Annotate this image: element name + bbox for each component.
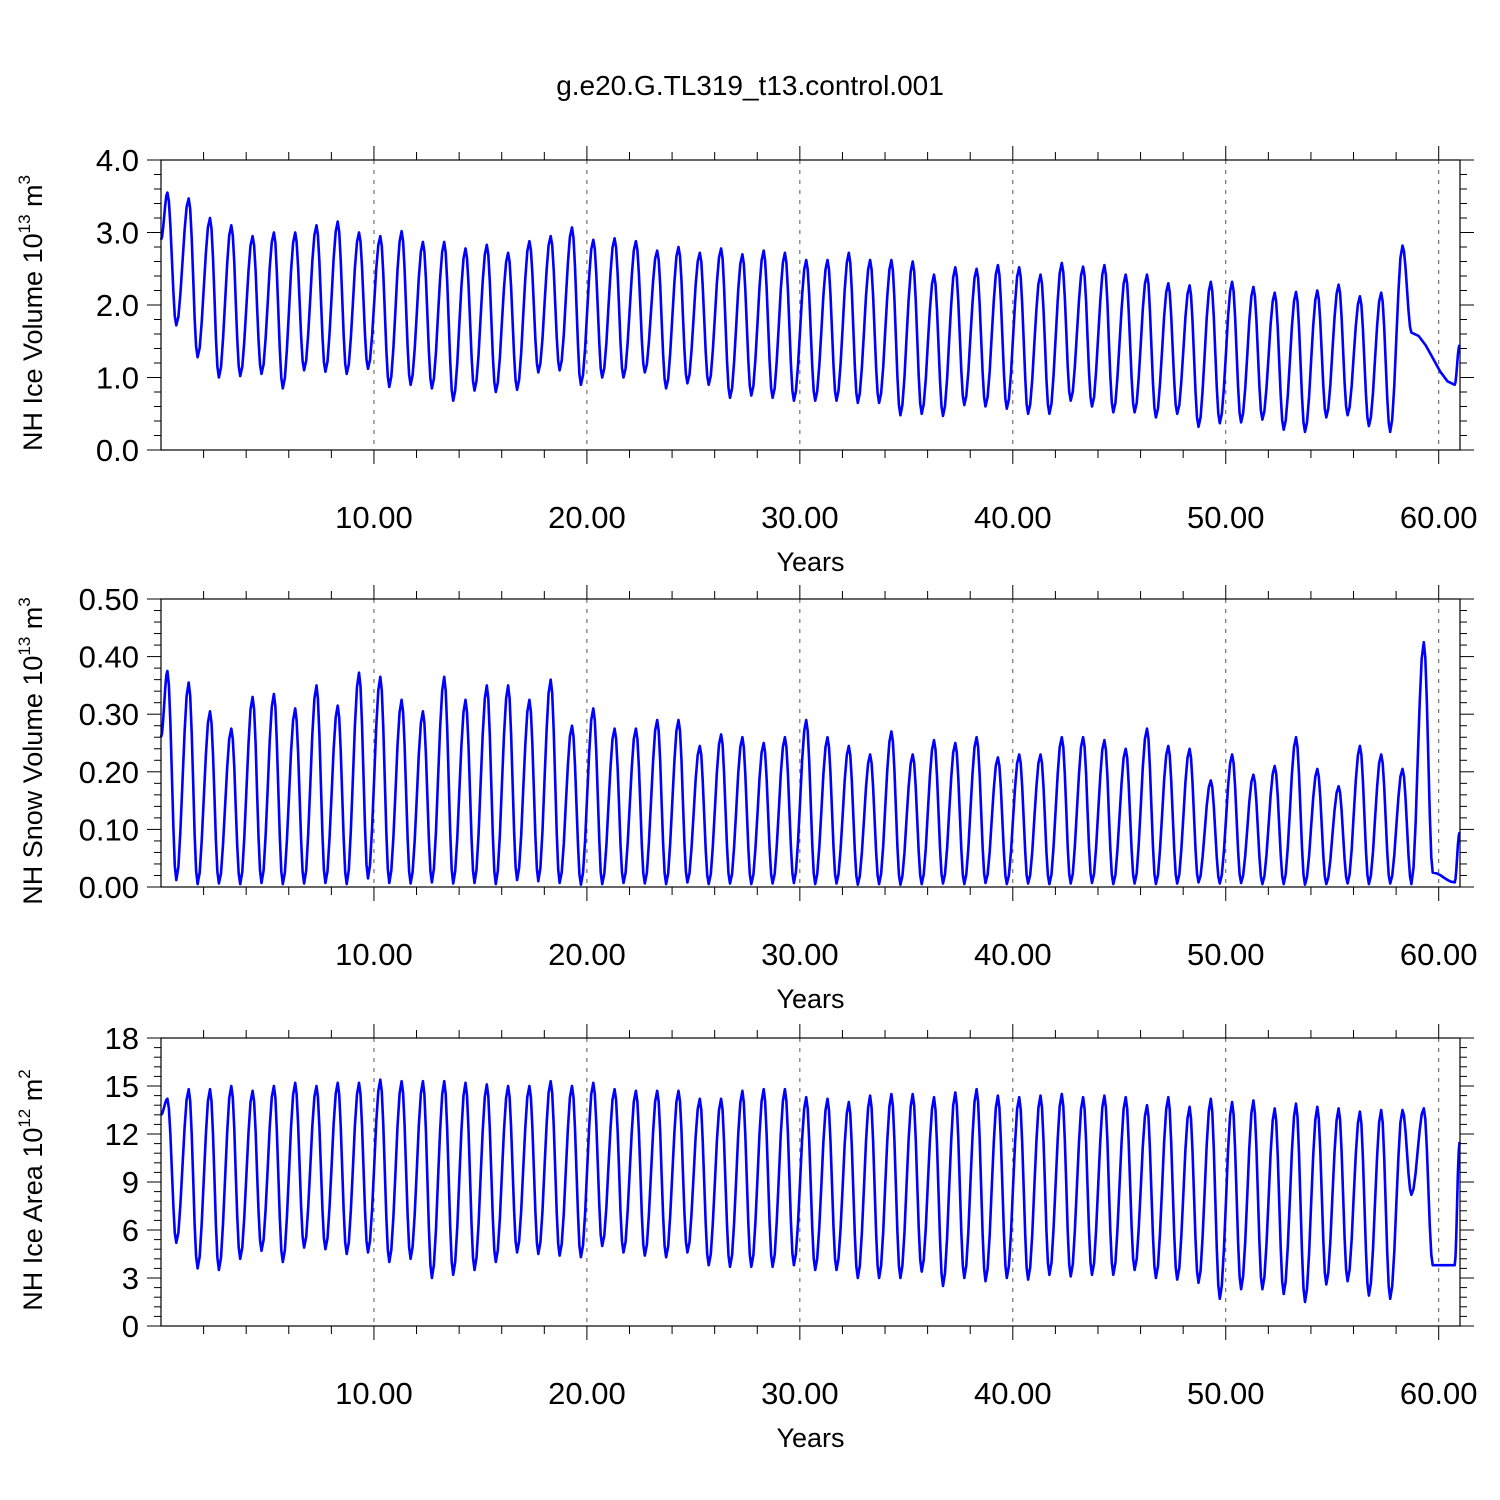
y-axis-title-prefix: NH Snow Volume 10 (18, 656, 48, 905)
y-axis-title-unit: m (18, 184, 48, 214)
y-tick-label: 3 (122, 1261, 139, 1296)
ice-area-panel: 0 3 6 9 12 15 18 10.00 20.00 30.00 40.00 50.00 60.00… (15, 1021, 1477, 1453)
x-tick-label: 20.00 (548, 1376, 626, 1411)
x-tick-label: 30.00 (761, 937, 839, 972)
y-tick-label: 15 (105, 1069, 139, 1104)
ice-volume-panel: 0.0 1.0 2.0 3.0 4.0 10.00 20.00 30.00 40.00 50.00… (15, 143, 1477, 577)
x-axis-title: Years (776, 984, 844, 1014)
y-axis-title-exp: 13 (15, 637, 34, 656)
x-tick-label: 40.00 (974, 937, 1052, 972)
y-tick-label: 12 (105, 1117, 139, 1152)
y-tick-label: 6 (122, 1213, 139, 1248)
y-tick-label: 0.00 (79, 870, 139, 905)
snow-volume-panel: 0.00 0.10 0.20 0.30 0.40 0.50 10.00 20.00 30.00 4… (15, 582, 1477, 1014)
y-axis-title-exp: 13 (15, 214, 34, 233)
y-axis-title-unit: m (18, 1079, 48, 1109)
y-tick-label: 9 (122, 1165, 139, 1200)
y-axis-title-unit-exp: 3 (15, 597, 34, 606)
y-tick-label: 0.0 (96, 433, 139, 468)
x-tick-label: 60.00 (1400, 937, 1478, 972)
y-axis-title-prefix: NH Ice Area 10 (18, 1128, 48, 1311)
x-axis-title: Years (776, 1423, 844, 1453)
y-tick-label: 0 (122, 1309, 139, 1344)
x-tick-label: 10.00 (335, 500, 413, 535)
x-tick-label: 40.00 (974, 500, 1052, 535)
y-axis-title-unit: m (18, 607, 48, 637)
x-tick-label: 50.00 (1187, 937, 1265, 972)
y-tick-label: 0.50 (79, 582, 139, 617)
x-tick-label: 60.00 (1400, 500, 1478, 535)
x-tick-label: 50.00 (1187, 500, 1265, 535)
x-tick-label: 10.00 (335, 1376, 413, 1411)
y-tick-label: 0.20 (79, 755, 139, 790)
y-axis-title-prefix: NH Ice Volume 10 (18, 233, 48, 451)
y-axis-title-exp: 12 (15, 1109, 34, 1128)
x-tick-label: 10.00 (335, 937, 413, 972)
y-tick-label: 1.0 (96, 361, 139, 396)
y-tick-label: 0.10 (79, 812, 139, 847)
series-line (160, 1078, 1461, 1304)
page-title: g.e20.G.TL319_t13.control.001 (556, 70, 944, 101)
y-tick-label: 18 (105, 1021, 139, 1056)
series-line (159, 191, 1461, 434)
y-axis-title: NH Ice Volume 1013 m3 (15, 175, 48, 451)
series-line (159, 640, 1461, 886)
y-axis-title-unit-exp: 3 (15, 175, 34, 184)
y-axis-title: NH Ice Area 1012 m2 (15, 1069, 48, 1310)
x-tick-label: 50.00 (1187, 1376, 1265, 1411)
y-tick-label: 2.0 (96, 288, 139, 323)
y-tick-label: 3.0 (96, 216, 139, 251)
x-tick-label: 20.00 (548, 937, 626, 972)
x-axis-title: Years (776, 547, 844, 577)
y-axis-title-unit-exp: 2 (15, 1069, 34, 1078)
x-tick-label: 30.00 (761, 1376, 839, 1411)
x-tick-label: 20.00 (548, 500, 626, 535)
y-tick-label: 0.40 (79, 640, 139, 675)
plot-frame (160, 598, 1461, 888)
x-tick-label: 30.00 (761, 500, 839, 535)
x-tick-label: 40.00 (974, 1376, 1052, 1411)
x-tick-label: 60.00 (1400, 1376, 1478, 1411)
y-axis-title: NH Snow Volume 1013 m3 (15, 597, 48, 905)
y-tick-label: 4.0 (96, 143, 139, 178)
y-tick-label: 0.30 (79, 697, 139, 732)
